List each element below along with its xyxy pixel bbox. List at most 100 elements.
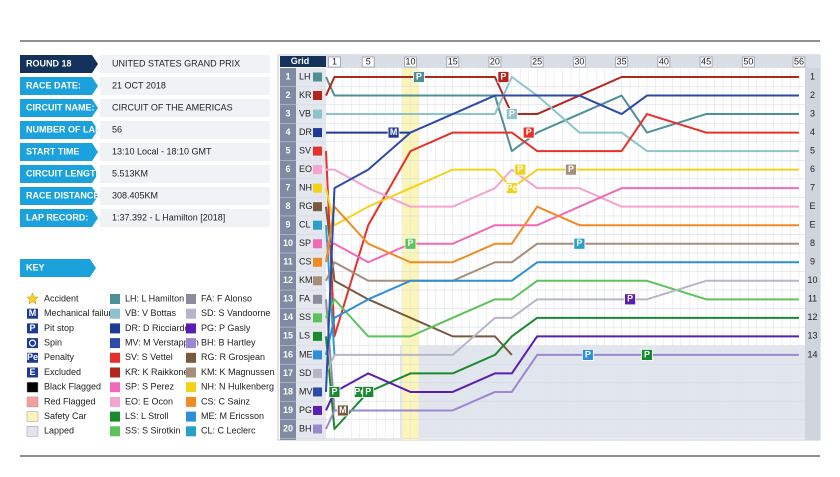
- info-label: CIRCUIT NAME:: [26, 102, 95, 112]
- driver-label: SP: S Perez: [125, 382, 175, 392]
- event-label: P: [526, 127, 532, 137]
- driver-swatch: [186, 294, 196, 304]
- info-value: UNITED STATES GRAND PRIX: [112, 58, 240, 68]
- finish-col: [805, 68, 820, 440]
- driver-line: [325, 205, 799, 264]
- driver-label: FA: F Alonso: [201, 293, 252, 303]
- event-icon: [387, 126, 400, 139]
- driver-line: [326, 76, 799, 153]
- finish-label: E: [809, 201, 815, 211]
- key-swatch: [26, 411, 39, 422]
- finish-label: 9: [810, 257, 815, 267]
- label-box: [20, 55, 98, 73]
- event-icon: [505, 108, 518, 120]
- x-tick-box: [403, 56, 417, 68]
- label-box: [20, 259, 96, 277]
- event-label: Pe: [354, 386, 365, 396]
- driver-swatch: [186, 352, 196, 363]
- info-bg: [100, 209, 270, 227]
- driver-label: SV: S Vettel: [125, 352, 173, 362]
- driver-swatch: [110, 382, 120, 393]
- key-icon-text: P: [29, 323, 35, 333]
- event-label: P: [365, 386, 371, 396]
- finish-label: 11: [808, 294, 817, 304]
- event-label: P: [509, 108, 515, 118]
- grid-swatch: [313, 368, 322, 378]
- lapped-area: [400, 345, 805, 439]
- grid-swatch: [313, 183, 322, 193]
- y-tick-label: 4: [285, 127, 290, 137]
- key-icon: [27, 338, 38, 349]
- driver-swatch: [186, 382, 196, 393]
- key-label: Excluded: [44, 367, 81, 377]
- info-value: 56: [112, 124, 122, 134]
- grid-code: SS: [299, 312, 311, 322]
- driver-line: [325, 242, 799, 282]
- grid-swatch: [313, 294, 322, 304]
- y-tick-label: 5: [285, 145, 290, 155]
- driver-label: VB: V Bottas: [125, 308, 177, 318]
- key-icon-text: Pe: [27, 352, 38, 362]
- grid-swatch: [313, 202, 322, 212]
- driver-label: RG: R Grosjean: [201, 352, 265, 362]
- grid-swatch: [313, 350, 322, 360]
- info-bg: [100, 77, 270, 95]
- info-value: 308.405KM: [112, 190, 158, 200]
- y-tick-label: 13: [283, 294, 293, 304]
- y-tick-label: 17: [283, 368, 293, 378]
- event-label: P: [576, 238, 582, 248]
- key-label: Accident: [44, 293, 79, 303]
- x-tick-label: 40: [659, 56, 669, 66]
- driver-label: DR: D Ricciardo: [125, 323, 190, 333]
- grid-swatch: [313, 313, 322, 323]
- grid-code: LS: [299, 331, 310, 341]
- driver-line: [325, 279, 799, 338]
- info-label: CIRCUIT LENGTH:: [26, 168, 105, 178]
- event-icon: [641, 348, 653, 361]
- grid-swatch: [313, 257, 322, 267]
- driver-label: SD: S Vandoorne: [201, 308, 270, 318]
- grid-header: [280, 56, 326, 67]
- event-label: M: [339, 405, 347, 415]
- event-icon: [573, 237, 586, 250]
- key-title: KEY: [26, 262, 45, 272]
- x-tick-label: 20: [490, 56, 500, 66]
- info-bg: [100, 165, 270, 183]
- info-value: CIRCUIT OF THE AMERICAS: [112, 102, 233, 112]
- event-label: P: [331, 386, 337, 396]
- grid-swatch: [313, 331, 322, 341]
- y-tick-label: 6: [285, 164, 290, 174]
- driver-line: [325, 76, 799, 153]
- event-label: P: [517, 164, 523, 174]
- finish-label: 14: [807, 349, 817, 359]
- x-tick-box: [361, 56, 375, 68]
- driver-label: LH: L Hamilton: [125, 293, 184, 303]
- y-tick-label: 1: [285, 71, 290, 81]
- y-tick-label: 12: [283, 275, 293, 285]
- x-tick-box: [488, 56, 502, 68]
- grid-code: FA: [299, 294, 310, 304]
- grid-code: KR: [299, 90, 312, 100]
- grid-swatch: [313, 239, 322, 249]
- driver-line: [325, 261, 799, 356]
- event-label: M: [390, 127, 398, 137]
- x-tick-label: 30: [574, 56, 584, 66]
- key-icon-text: M: [29, 308, 37, 318]
- key-label: Mechanical failure: [44, 308, 117, 318]
- grid-swatch: [313, 91, 322, 101]
- driver-label: PG: P Gasly: [201, 323, 251, 333]
- y-tick-label: 8: [285, 201, 290, 211]
- finish-label: 7: [810, 183, 815, 193]
- driver-swatch: [110, 396, 120, 407]
- y-tick-label: 14: [283, 312, 293, 322]
- event-label: P: [627, 294, 633, 304]
- label-box: [20, 99, 98, 117]
- event-label: P: [500, 71, 506, 81]
- finish-label: 12: [807, 312, 817, 322]
- x-tick-label: 15: [448, 56, 458, 66]
- grid-code: MV: [299, 386, 313, 396]
- key-icon: [27, 367, 38, 378]
- driver-swatch: [110, 426, 120, 437]
- x-tick-label: 35: [617, 56, 627, 66]
